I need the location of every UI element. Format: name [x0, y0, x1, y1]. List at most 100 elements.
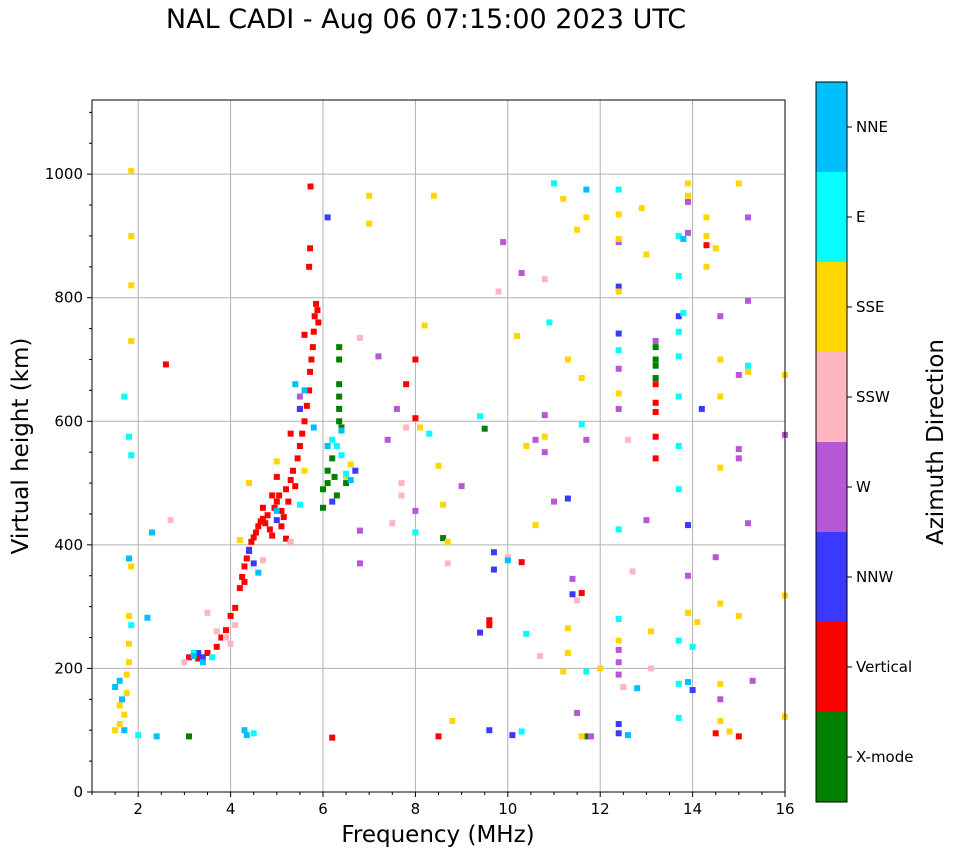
data-point-nnw: [615, 330, 622, 337]
data-point-vertical: [227, 612, 234, 619]
data-point-vertical: [259, 515, 266, 522]
data-point-vertical: [313, 300, 320, 307]
data-point-sse: [366, 220, 373, 227]
data-point-sse: [703, 263, 710, 270]
data-point-vertical: [289, 467, 296, 474]
data-point-sse: [347, 461, 354, 468]
data-point-x-mode: [331, 473, 338, 480]
x-tick-label: 16: [775, 800, 794, 818]
colorbar-frame: [815, 81, 848, 803]
data-point-sse: [578, 733, 585, 740]
data-point-vertical: [259, 504, 266, 511]
data-point-sse: [564, 649, 571, 656]
data-point-nnw: [329, 498, 336, 505]
data-point-vertical: [303, 402, 310, 409]
data-point-nnw: [675, 313, 682, 320]
data-point-sse: [125, 640, 132, 647]
data-point-nnw: [195, 649, 202, 656]
data-point-w: [615, 405, 622, 412]
data-point-ssw: [232, 622, 239, 629]
data-point-e: [518, 728, 525, 735]
colorbar-swatch: [816, 712, 847, 802]
data-point-vertical: [486, 622, 493, 629]
colorbar-swatch: [816, 532, 847, 622]
data-point-e: [745, 362, 752, 369]
data-point-w: [532, 436, 539, 443]
data-point-w: [375, 353, 382, 360]
data-point-x-mode: [336, 418, 343, 425]
data-point-w: [745, 214, 752, 221]
data-point-ssw: [398, 480, 405, 487]
data-point-nne: [624, 732, 631, 739]
data-point-w: [384, 436, 391, 443]
data-point-e: [128, 622, 135, 629]
data-point-ssw: [213, 628, 220, 635]
data-point-x-mode: [652, 356, 659, 363]
data-point-nne: [338, 427, 345, 434]
data-point-x-mode: [440, 535, 447, 542]
colorbar-swatch: [816, 82, 847, 172]
data-point-sse: [578, 375, 585, 382]
data-point-sse: [694, 619, 701, 626]
data-point-w: [541, 449, 548, 456]
data-point-nne: [119, 696, 126, 703]
data-point-nne: [144, 614, 151, 621]
data-point-vertical: [712, 730, 719, 737]
data-point-sse: [560, 668, 567, 675]
data-point-e: [546, 319, 553, 326]
data-point-ssw: [222, 634, 229, 641]
data-point-nnw: [246, 548, 253, 555]
data-point-ssw: [356, 334, 363, 341]
y-axis-ticks: 0 200 400 600 800 1000: [45, 111, 92, 801]
data-point-nne: [292, 381, 299, 388]
data-point-w: [615, 239, 622, 246]
data-point-vertical: [280, 514, 287, 521]
data-point-w: [569, 575, 576, 582]
x-tick-label: 6: [318, 800, 328, 818]
data-point-nne: [255, 569, 262, 576]
data-point-e: [551, 180, 557, 187]
data-point-sse: [128, 337, 135, 344]
data-point-vertical: [262, 520, 269, 527]
y-tick-label: 1000: [45, 165, 83, 183]
data-point-nne: [121, 727, 128, 734]
data-point-vertical: [273, 498, 280, 505]
data-point-nnw: [273, 517, 280, 524]
data-point-x-mode: [336, 393, 343, 400]
data-point-w: [356, 560, 363, 567]
data-point-sse: [703, 232, 710, 239]
data-point-sse: [564, 356, 571, 363]
data-point-nne: [190, 653, 197, 660]
data-point-sse: [435, 462, 442, 469]
data-point-w: [615, 659, 622, 666]
data-point-vertical: [276, 492, 283, 499]
data-point-vertical: [213, 643, 220, 650]
data-point-nne: [301, 387, 308, 394]
data-point-nnw: [352, 467, 359, 474]
data-point-w: [717, 696, 724, 703]
data-point-e: [615, 186, 622, 193]
y-tick-label: 400: [54, 536, 83, 554]
data-point-e: [209, 654, 216, 661]
data-point-sse: [301, 467, 308, 474]
data-point-sse: [112, 727, 119, 734]
data-point-sse: [532, 522, 539, 529]
data-point-e: [675, 486, 682, 493]
data-point-e: [675, 328, 682, 335]
data-point-nnw: [324, 214, 331, 221]
data-point-ssw: [444, 560, 451, 567]
data-point-nne: [112, 683, 119, 690]
data-point-e: [675, 680, 682, 687]
colorbar-swatch: [816, 172, 847, 262]
data-point-w: [745, 297, 752, 304]
data-point-vertical: [652, 399, 659, 406]
data-point-ssw: [398, 492, 405, 499]
data-point-vertical: [271, 504, 278, 511]
data-point-vertical: [278, 507, 285, 514]
data-point-w: [412, 507, 419, 514]
y-tick-label: 800: [54, 289, 83, 307]
data-point-vertical: [250, 534, 257, 541]
data-point-sse: [726, 728, 733, 735]
data-point-nnw: [250, 560, 257, 567]
